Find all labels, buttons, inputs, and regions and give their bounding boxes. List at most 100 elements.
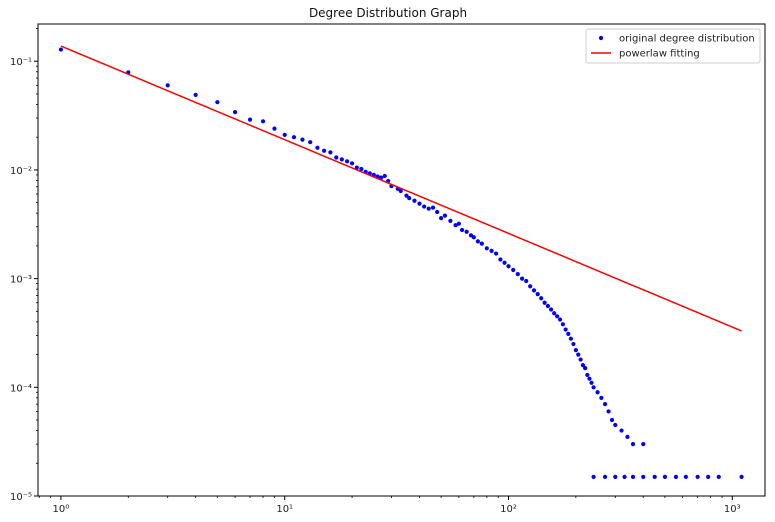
data-point [625,434,630,439]
data-point [739,474,744,479]
data-point [602,402,608,407]
legend-marker-dot [598,35,604,41]
data-point [430,205,436,210]
data-point [165,83,170,88]
y-tick-label: 10⁻⁵ [10,492,32,503]
data-point [589,380,594,385]
data-point [557,317,563,322]
data-point [359,166,364,172]
data-point [630,442,636,447]
data-point [585,372,590,378]
data-point [563,327,568,332]
data-point [407,196,412,201]
data-point [552,311,557,316]
data-point [404,193,409,198]
data-point [560,322,565,327]
data-point [641,442,646,447]
data-point [531,288,537,293]
data-point [595,390,600,395]
data-point [412,198,417,203]
data-point [519,276,525,281]
data-point [315,145,320,150]
data-point [539,296,544,301]
data-point [344,159,350,164]
data-point [573,347,578,353]
data-point [511,267,516,273]
data-point [422,204,427,209]
data-point [606,409,611,414]
legend: original degree distribution powerlaw fit… [585,28,761,64]
data-point [456,221,461,226]
data-point [502,260,507,265]
data-point [599,395,604,400]
data-point [193,92,198,97]
x-tick-label: 10³ [724,504,741,515]
plot-area-frame [37,23,766,497]
data-point [566,331,571,336]
data-point [591,385,596,390]
data-point [291,135,297,140]
data-point [272,126,277,131]
data-point [580,363,586,368]
data-point [535,292,540,297]
data-point [641,474,646,479]
data-point [622,474,627,479]
data-point [555,314,560,319]
series-layer [58,45,744,479]
powerlaw-fit-line [60,45,742,332]
y-tick-label: 10⁻² [10,166,32,177]
data-point [528,284,533,289]
data-point [459,227,465,233]
data-point [339,157,344,162]
data-point [545,303,551,309]
data-point [442,213,448,218]
data-point [379,175,384,180]
data-point [489,248,494,253]
data-point [260,119,266,124]
data-point [568,336,573,341]
y-axis-ticks: 10⁻⁵ 10⁻⁴ 10⁻³ 10⁻² 10⁻¹ [10,28,38,503]
data-point [232,110,238,115]
data-point [662,474,668,479]
data-point [542,300,547,305]
data-point [587,376,592,381]
data-point [619,428,624,433]
x-tick-label: 10¹ [276,504,293,515]
data-point [215,100,220,105]
data-point [576,352,581,357]
data-point [398,188,403,194]
data-point [683,474,688,479]
data-point [484,246,489,251]
data-point [382,173,387,179]
data-point [308,140,313,145]
data-point [571,341,576,347]
data-point [609,417,615,423]
data-point [515,272,520,277]
data-point [602,474,608,479]
x-tick-label: 10⁰ [53,504,70,515]
data-point [549,307,554,312]
data-point [435,209,440,215]
y-tick-label: 10⁻³ [10,275,32,286]
data-point [706,474,711,479]
data-point [498,257,503,262]
legend-box [585,28,761,64]
data-point [58,47,64,52]
data-point [453,223,458,228]
data-point [448,218,453,223]
data-point [322,148,327,153]
data-point [349,161,355,166]
data-point [506,264,511,269]
data-point [716,474,721,479]
data-point [282,132,287,137]
x-tick-label: 10² [500,504,517,515]
data-point [471,235,476,240]
data-point [479,241,484,246]
data-point [417,201,422,206]
data-point [695,474,700,479]
data-point [247,117,253,122]
data-point [578,357,583,362]
data-point [334,155,339,160]
